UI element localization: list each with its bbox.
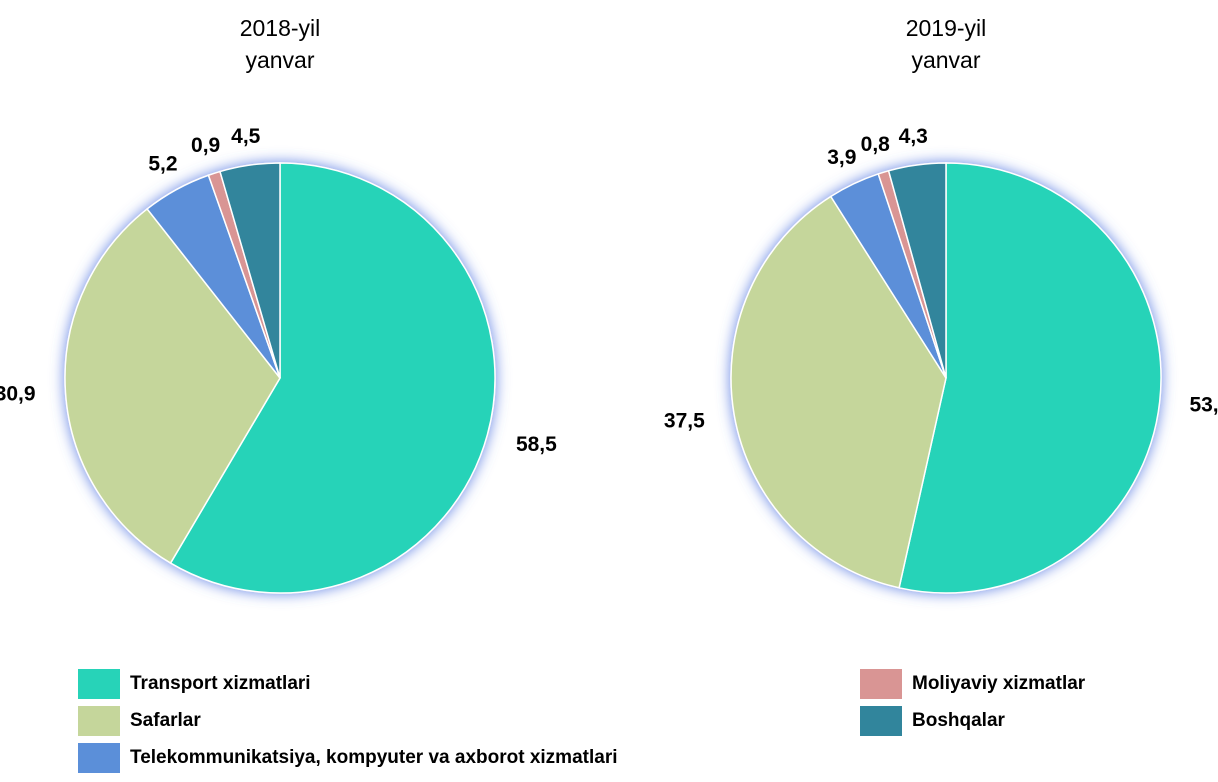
legend-swatch bbox=[78, 669, 120, 699]
legend-label: Safarlar bbox=[130, 710, 201, 731]
data-label: 58,5 bbox=[516, 433, 557, 456]
legend-label: Boshqalar bbox=[912, 710, 1006, 731]
pie bbox=[64, 162, 496, 594]
data-label: 53,5 bbox=[1189, 394, 1218, 417]
pie-slice bbox=[898, 162, 1162, 594]
data-label: 4,3 bbox=[899, 125, 928, 148]
data-label: 0,8 bbox=[861, 133, 891, 156]
data-label: 0,9 bbox=[191, 134, 220, 157]
legend-swatch bbox=[860, 669, 902, 699]
data-label: 30,9 bbox=[0, 382, 36, 405]
data-label: 37,5 bbox=[664, 409, 705, 432]
legend-swatch bbox=[78, 706, 120, 736]
legend-label: Moliyaviy xizmatlar bbox=[912, 673, 1086, 694]
legend-label: Transport xizmatlari bbox=[130, 673, 311, 694]
chart-title: yanvar bbox=[245, 47, 314, 73]
data-label: 3,9 bbox=[827, 146, 856, 169]
pie-slice bbox=[169, 162, 496, 594]
pie-slice bbox=[64, 207, 281, 565]
legend-swatch bbox=[78, 743, 120, 773]
chart-title: 2018-yil bbox=[240, 15, 321, 41]
pie-slice bbox=[887, 162, 947, 379]
data-label: 5,2 bbox=[148, 153, 177, 176]
legend-label: Telekommunikatsiya, kompyuter va axborot… bbox=[130, 747, 618, 768]
chart-title: 2019-yil bbox=[906, 15, 987, 41]
legend-swatch bbox=[860, 706, 902, 736]
chart-title: yanvar bbox=[911, 47, 980, 73]
pie-slice bbox=[219, 162, 281, 379]
pie bbox=[730, 162, 1162, 594]
data-label: 4,5 bbox=[231, 125, 261, 148]
